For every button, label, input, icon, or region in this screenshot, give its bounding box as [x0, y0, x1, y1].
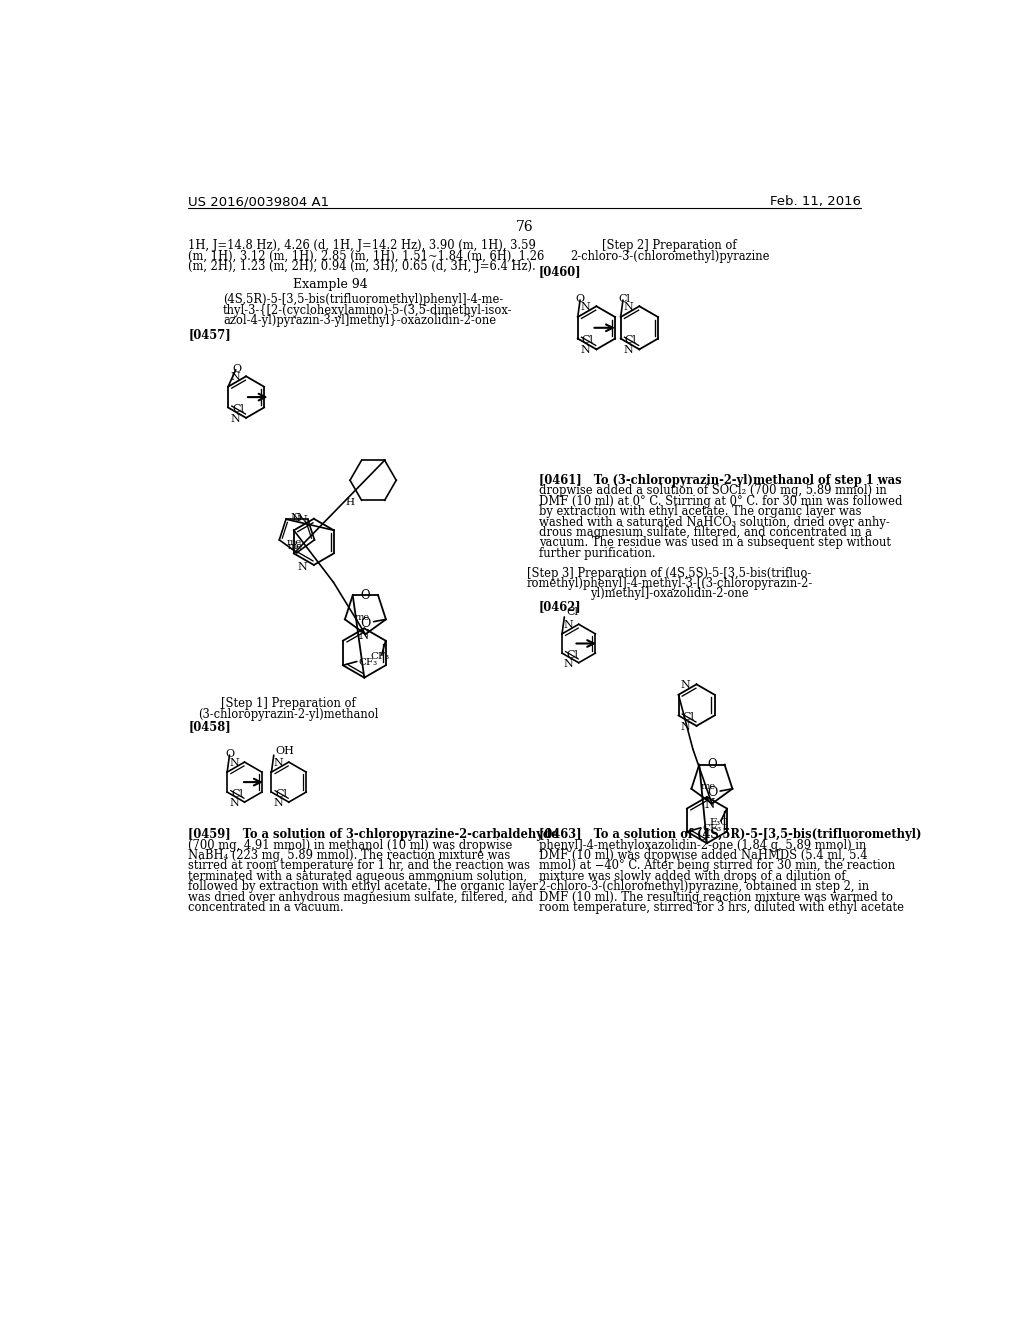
- Text: further purification.: further purification.: [539, 546, 655, 560]
- Text: mmol) at −40° C. After being stirred for 30 min, the reaction: mmol) at −40° C. After being stirred for…: [539, 859, 895, 873]
- Text: N: N: [229, 758, 240, 768]
- Text: N: N: [563, 659, 573, 668]
- Text: O: O: [708, 758, 717, 771]
- Text: azol-4-yl)pyrazin-3-yl]methyl}-oxazolidin-2-one: azol-4-yl)pyrazin-3-yl]methyl}-oxazolidi…: [223, 314, 496, 327]
- Text: followed by extraction with ethyl acetate. The organic layer: followed by extraction with ethyl acetat…: [188, 880, 539, 894]
- Text: O: O: [708, 787, 718, 799]
- Text: O: O: [360, 616, 371, 630]
- Text: (700 mg, 4.91 mmol) in methanol (10 ml) was dropwise: (700 mg, 4.91 mmol) in methanol (10 ml) …: [188, 838, 513, 851]
- Text: dropwise added a solution of SOCl₂ (700 mg, 5.89 mmol) in: dropwise added a solution of SOCl₂ (700 …: [539, 484, 887, 498]
- Text: H: H: [345, 499, 354, 507]
- Text: room temperature, stirred for 3 hrs, diluted with ethyl acetate: room temperature, stirred for 3 hrs, dil…: [539, 902, 903, 913]
- Text: N: N: [358, 628, 369, 642]
- Text: DMF (10 ml) at 0° C. Stirring at 0° C. for 30 min was followed: DMF (10 ml) at 0° C. Stirring at 0° C. f…: [539, 495, 902, 508]
- Text: phenyl]-4-methyloxazolidin-2-one (1.84 g, 5.89 mmol) in: phenyl]-4-methyloxazolidin-2-one (1.84 g…: [539, 838, 866, 851]
- Text: NaBH₄ (223 mg, 5.89 mmol). The reaction mixture was: NaBH₄ (223 mg, 5.89 mmol). The reaction …: [188, 849, 511, 862]
- Text: mixture was slowly added with drops of a dilution of: mixture was slowly added with drops of a…: [539, 870, 845, 883]
- Text: Feb. 11, 2016: Feb. 11, 2016: [770, 195, 861, 209]
- Text: N: N: [705, 799, 715, 812]
- Text: OH: OH: [275, 746, 294, 755]
- Text: Cl: Cl: [582, 335, 594, 345]
- Text: [0457]: [0457]: [188, 327, 231, 341]
- Text: Cl: Cl: [682, 711, 694, 722]
- Text: Cl: Cl: [231, 404, 244, 414]
- Text: CF₃: CF₃: [358, 657, 378, 667]
- Text: [0460]: [0460]: [539, 264, 582, 277]
- Text: F₃C: F₃C: [710, 818, 729, 828]
- Text: Cl: Cl: [231, 788, 243, 799]
- Text: N: N: [298, 515, 307, 525]
- Text: Example 94: Example 94: [294, 277, 369, 290]
- Text: N: N: [291, 512, 300, 523]
- Text: [0459]   To a solution of 3-chloropyrazine-2-carbaldehyde: [0459] To a solution of 3-chloropyrazine…: [188, 829, 559, 841]
- Text: (3-chloropyrazin-2-yl)methanol: (3-chloropyrazin-2-yl)methanol: [199, 708, 379, 721]
- Text: me: me: [354, 612, 370, 622]
- Text: O: O: [232, 363, 241, 374]
- Text: N: N: [298, 561, 307, 572]
- Text: 2-chloro-3-(chloromethyl)pyrazine, obtained in step 2, in: 2-chloro-3-(chloromethyl)pyrazine, obtai…: [539, 880, 868, 894]
- Text: was dried over anhydrous magnesium sulfate, filtered, and: was dried over anhydrous magnesium sulfa…: [188, 891, 534, 904]
- Text: N: N: [273, 758, 284, 768]
- Text: O: O: [575, 294, 585, 304]
- Text: Cl: Cl: [618, 294, 631, 304]
- Text: Cl: Cl: [566, 649, 578, 660]
- Text: N: N: [230, 372, 240, 381]
- Text: yl)methyl]-oxazolidin-2-one: yl)methyl]-oxazolidin-2-one: [590, 587, 749, 601]
- Text: by extraction with ethyl acetate. The organic layer was: by extraction with ethyl acetate. The or…: [539, 506, 861, 519]
- Text: (m, 1H), 3.12 (m, 1H), 2.85 (m, 1H), 1.51~1.84 (m, 6H), 1.26: (m, 1H), 3.12 (m, 1H), 2.85 (m, 1H), 1.5…: [188, 249, 545, 263]
- Text: (m, 2H), 1.23 (m, 2H), 0.94 (m, 3H), 0.65 (d, 3H, J=6.4 Hz).: (m, 2H), 1.23 (m, 2H), 0.94 (m, 3H), 0.6…: [188, 260, 536, 273]
- Text: me: me: [288, 543, 303, 550]
- Text: [0461]   To (3-chloropyrazin-2-yl)methanol of step 1 was: [0461] To (3-chloropyrazin-2-yl)methanol…: [539, 474, 901, 487]
- Text: me: me: [287, 539, 302, 548]
- Text: N: N: [624, 302, 633, 312]
- Text: [0458]: [0458]: [188, 721, 231, 734]
- Text: N: N: [230, 413, 240, 424]
- Text: concentrated in a vacuum.: concentrated in a vacuum.: [188, 902, 344, 913]
- Text: N: N: [273, 797, 284, 808]
- Text: Cl: Cl: [275, 788, 288, 799]
- Text: O: O: [360, 589, 371, 602]
- Text: [Step 3] Preparation of (4S,5S)-5-[3,5-bis(trifluo-: [Step 3] Preparation of (4S,5S)-5-[3,5-b…: [527, 566, 812, 579]
- Text: 76: 76: [516, 220, 534, 234]
- Text: N: N: [581, 345, 590, 355]
- Text: me: me: [700, 781, 716, 791]
- Text: [0463]   To a solution of (4S,5R)-5-[3,5-bis(trifluoromethyl): [0463] To a solution of (4S,5R)-5-[3,5-b…: [539, 829, 922, 841]
- Text: O: O: [225, 748, 234, 759]
- Text: DMF (10 ml). The resulting reaction mixture was warmed to: DMF (10 ml). The resulting reaction mixt…: [539, 891, 893, 904]
- Text: 2-chloro-3-(chloromethyl)pyrazine: 2-chloro-3-(chloromethyl)pyrazine: [569, 249, 769, 263]
- Text: [Step 1] Preparation of: [Step 1] Preparation of: [221, 697, 355, 710]
- Text: terminated with a saturated aqueous ammonium solution,: terminated with a saturated aqueous ammo…: [188, 870, 527, 883]
- Text: [Step 2] Preparation of: [Step 2] Preparation of: [602, 239, 737, 252]
- Text: drous magnesium sulfate, filtered, and concentrated in a: drous magnesium sulfate, filtered, and c…: [539, 527, 871, 539]
- Text: (4S,5R)-5-[3,5-bis(trifluoromethyl)phenyl]-4-me-: (4S,5R)-5-[3,5-bis(trifluoromethyl)pheny…: [223, 293, 503, 306]
- Text: DMF (10 ml) was dropwise added NaHMDS (5.4 ml, 5.4: DMF (10 ml) was dropwise added NaHMDS (5…: [539, 849, 867, 862]
- Text: US 2016/0039804 A1: US 2016/0039804 A1: [188, 195, 330, 209]
- Text: thyl-3-{[2-(cyclohexylamino)-5-(3,5-dimethyl-isox-: thyl-3-{[2-(cyclohexylamino)-5-(3,5-dime…: [223, 304, 512, 317]
- Text: washed with a saturated NaHCO₃ solution, dried over anhy-: washed with a saturated NaHCO₃ solution,…: [539, 516, 890, 529]
- Text: CF₃: CF₃: [702, 824, 722, 833]
- Text: [0462]: [0462]: [539, 601, 582, 612]
- Text: Cl: Cl: [566, 607, 578, 618]
- Text: N: N: [681, 722, 690, 731]
- Text: N: N: [681, 680, 690, 690]
- Text: vacuum. The residue was used in a subsequent step without: vacuum. The residue was used in a subseq…: [539, 536, 891, 549]
- Text: O: O: [293, 512, 301, 523]
- Text: N: N: [581, 302, 590, 312]
- Text: N: N: [229, 797, 240, 808]
- Text: CF₃: CF₃: [370, 652, 389, 661]
- Text: 1H, J=14.8 Hz), 4.26 (d, 1H, J=14.2 Hz), 3.90 (m, 1H), 3.59: 1H, J=14.8 Hz), 4.26 (d, 1H, J=14.2 Hz),…: [188, 239, 537, 252]
- Text: N: N: [624, 345, 633, 355]
- Text: Cl: Cl: [625, 335, 637, 345]
- Text: stirred at room temperature for 1 hr, and the reaction was: stirred at room temperature for 1 hr, an…: [188, 859, 530, 873]
- Text: N: N: [563, 620, 573, 630]
- Text: romethyl)phenyl]-4-methyl-3-[(3-chloropyrazin-2-: romethyl)phenyl]-4-methyl-3-[(3-chloropy…: [526, 577, 813, 590]
